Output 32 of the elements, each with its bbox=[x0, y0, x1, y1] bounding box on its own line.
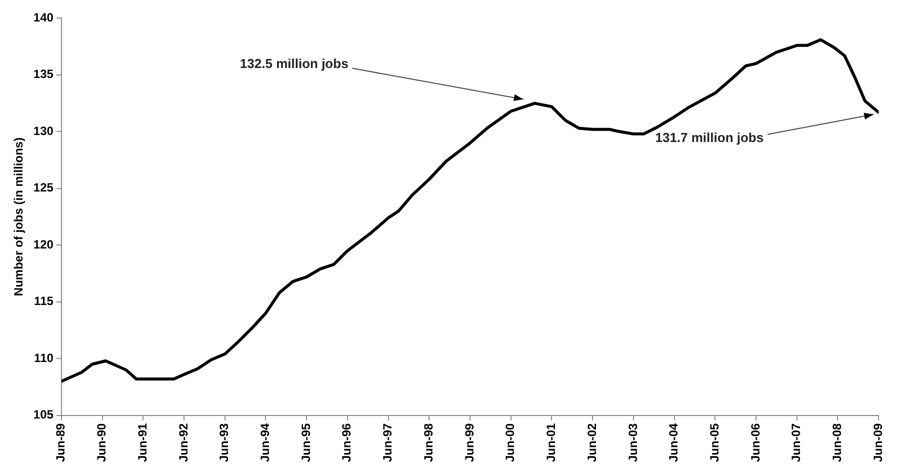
x-tick-label: Jun-06 bbox=[748, 423, 762, 462]
x-tick-label: Jun-03 bbox=[626, 423, 640, 462]
x-tick-label: Jun-93 bbox=[217, 423, 232, 462]
x-tick-label: Jun-91 bbox=[135, 423, 150, 462]
x-tick-label: Jun-99 bbox=[462, 423, 476, 462]
y-tick-label: 115 bbox=[34, 294, 54, 308]
y-axis-title: Number of jobs (in millions) bbox=[12, 137, 26, 296]
x-tick-label: Jun-92 bbox=[176, 423, 190, 462]
x-tick-label: Jun-09 bbox=[870, 423, 885, 462]
x-tick-label: Jun-96 bbox=[340, 423, 354, 462]
y-tick-label: 125 bbox=[33, 180, 54, 195]
x-tick-label: Jun-05 bbox=[707, 423, 722, 462]
y-tick-label: 140 bbox=[33, 10, 54, 25]
x-tick-label: Jun-00 bbox=[503, 423, 518, 462]
x-tick-label: Jun-02 bbox=[584, 423, 599, 462]
x-tick-label: Jun-98 bbox=[421, 423, 436, 462]
x-tick-label: Jun-07 bbox=[789, 423, 804, 462]
y-tick-label: 135 bbox=[33, 67, 54, 82]
x-tick-label: Jun-08 bbox=[830, 423, 844, 462]
x-tick-label: Jun-04 bbox=[666, 423, 681, 462]
y-tick-label: 105 bbox=[33, 408, 54, 422]
annotation: 132.5 million jobs bbox=[240, 56, 348, 71]
x-tick-label: Jun-90 bbox=[94, 423, 109, 462]
x-tick-label: Jun-89 bbox=[54, 423, 68, 462]
x-tick-label: Jun-94 bbox=[258, 423, 272, 462]
x-tick-label: Jun-97 bbox=[380, 423, 395, 462]
y-tick-label: 130 bbox=[33, 124, 54, 138]
y-tick-label: 110 bbox=[34, 350, 54, 365]
annotation: 131.7 million jobs bbox=[655, 130, 764, 145]
x-tick-label: Jun-95 bbox=[298, 423, 313, 462]
y-tick-label: 120 bbox=[33, 237, 54, 252]
x-tick-label: Jun-01 bbox=[544, 423, 558, 462]
